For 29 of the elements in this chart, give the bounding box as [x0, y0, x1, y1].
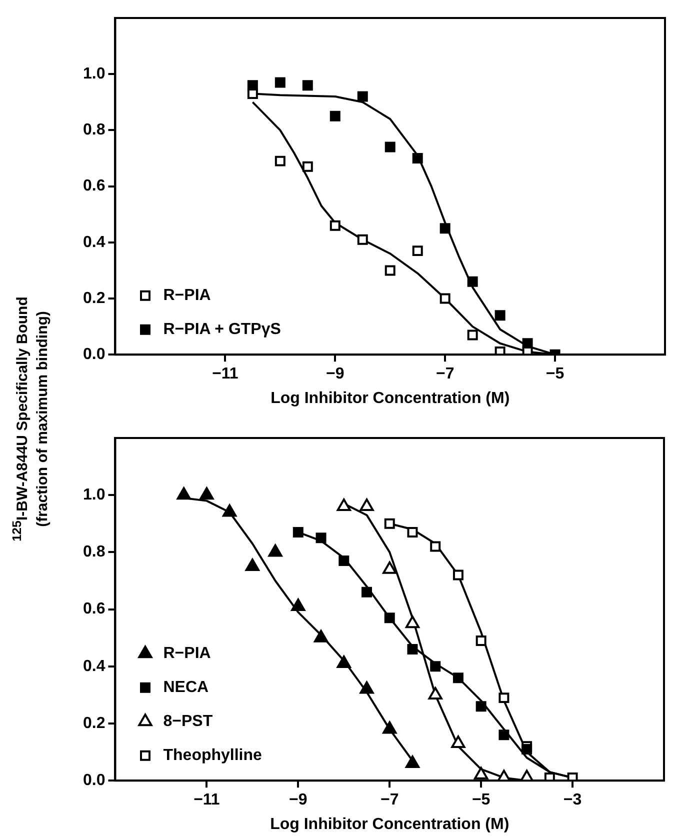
x-tick-label: −3: [563, 792, 582, 809]
x-tick-label: −5: [546, 366, 564, 383]
y-tick-label: 0.0: [82, 772, 106, 790]
legend-label: R−PIA: [163, 287, 212, 304]
y-tick-label: 1.0: [82, 486, 106, 504]
y-tick-label: 1.0: [82, 66, 106, 83]
x-tick-label: −11: [212, 366, 238, 383]
legend-label: R−PIA + GTPγS: [163, 321, 282, 338]
x-tick-label: −9: [289, 792, 308, 809]
y-tick-label: 0.4: [82, 234, 106, 251]
legend-label: NECA: [163, 679, 210, 696]
legend-label: Theophylline: [163, 747, 262, 764]
x-axis-title: Log Inhibitor Concentration (M): [270, 816, 510, 833]
y-tick-label: 0.2: [82, 290, 106, 307]
x-axis-title: Log Inhibitor Concentration (M): [270, 390, 510, 407]
x-tick-label: −7: [436, 366, 454, 383]
y-tick-label: 0.8: [82, 544, 106, 561]
legend-label: R−PIA: [163, 645, 212, 662]
y-tick-label: 0.6: [82, 178, 106, 195]
y-tick-label: 0.6: [82, 600, 106, 618]
x-tick-label: −7: [380, 792, 399, 809]
y-tick-label: 0.4: [82, 658, 106, 675]
y-tick-label: 0.8: [82, 122, 106, 139]
y-tick-label: 0.2: [82, 714, 106, 732]
x-tick-label: −9: [326, 366, 344, 383]
legend-label: 8−PST: [163, 713, 213, 730]
x-tick-label: −11: [194, 792, 220, 809]
x-tick-label: −5: [472, 792, 490, 809]
y-tick-label: 0.0: [82, 346, 106, 364]
